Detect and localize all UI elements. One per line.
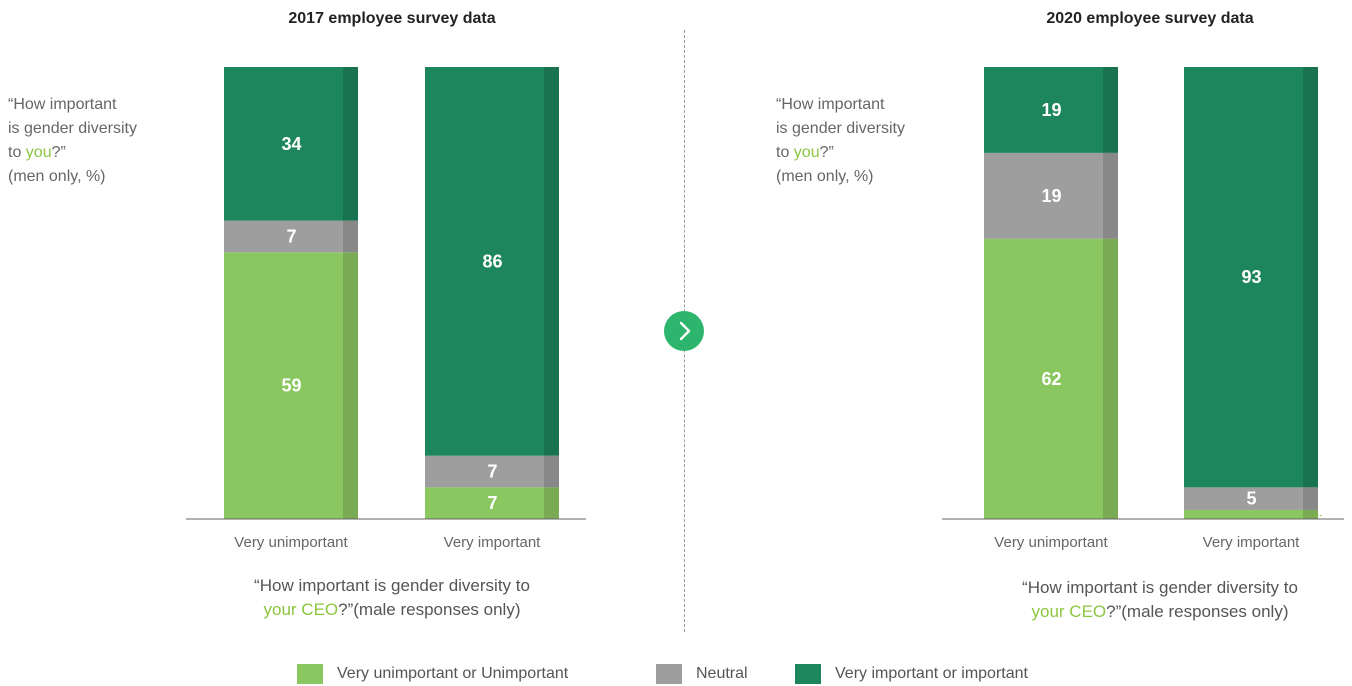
bar-segment	[425, 455, 559, 488]
question-you-2020: “How important is gender diversity to yo…	[776, 93, 905, 189]
legend-label: Very important or important	[835, 665, 1028, 682]
category-label: Very unimportant	[234, 534, 348, 551]
data-label: 19	[1041, 100, 1061, 120]
data-label: 5	[1246, 489, 1256, 509]
legend-label: Very unimportant or Unimportant	[337, 665, 569, 682]
question-unit: (men only, %)	[776, 168, 874, 185]
data-label: 2	[1325, 504, 1335, 524]
bar-segment	[425, 487, 559, 519]
question-line: “How important	[776, 96, 885, 113]
legend-swatch	[656, 664, 682, 684]
data-label: 7	[487, 493, 497, 513]
question-line: is gender diversity	[8, 120, 137, 137]
data-label: 7	[487, 462, 497, 482]
bar-segment	[224, 252, 358, 519]
data-label: 19	[1041, 186, 1061, 206]
chart-title-2017: 2017 employee survey data	[288, 10, 496, 27]
category-label: Very important	[444, 534, 542, 551]
question-line: “How important is gender diversity to	[254, 576, 530, 595]
next-arrow-button[interactable]	[664, 311, 704, 351]
question-line: “How important	[8, 96, 117, 113]
legend-item-important: Very important or important	[795, 664, 1028, 684]
bar-segment	[425, 67, 559, 456]
chart-title-2020: 2020 employee survey data	[1046, 10, 1254, 27]
bar-segment	[984, 238, 1118, 519]
data-label: 59	[281, 376, 301, 396]
data-label: 62	[1041, 369, 1061, 389]
question-line: your CEO?”(male responses only)	[263, 600, 521, 619]
bar-segment	[224, 67, 358, 221]
question-ceo-2017: “How important is gender diversity to yo…	[254, 574, 530, 622]
question-line: to you?”	[8, 144, 66, 161]
question-line: “How important is gender diversity to	[1022, 578, 1298, 597]
bar-segment	[984, 67, 1118, 153]
panel-2020: 2020 employee survey data “How important…	[684, 0, 1352, 640]
question-line: your CEO?”(male responses only)	[1031, 602, 1289, 621]
data-label: 7	[286, 227, 296, 247]
bar-chart-2020: 62 19 19 Very unimportant 2 5 93 Very important	[942, 67, 1344, 551]
question-line: to you?”	[776, 144, 834, 161]
category-label: Very important	[1203, 534, 1301, 551]
question-line: is gender diversity	[776, 120, 905, 137]
legend: Very unimportant or Unimportant Neutral …	[0, 664, 1352, 686]
question-unit: (men only, %)	[8, 168, 106, 185]
question-you-2017: “How important is gender diversity to yo…	[8, 93, 137, 189]
bar-segment	[984, 152, 1118, 239]
legend-swatch	[297, 664, 323, 684]
category-label: Very unimportant	[994, 534, 1108, 551]
panel-2017: 2017 employee survey data “How important…	[0, 0, 684, 640]
chevron-right-icon	[679, 321, 691, 341]
bar-segment	[1184, 67, 1318, 488]
data-label: 93	[1241, 267, 1261, 287]
legend-item-unimportant: Very unimportant or Unimportant	[297, 664, 568, 684]
data-label: 34	[281, 134, 301, 154]
bar-chart-2017: 59 7 34 Very unimportant 7 7 86 Very important	[186, 67, 586, 551]
legend-item-neutral: Neutral	[656, 664, 748, 684]
legend-swatch	[795, 664, 821, 684]
data-label: 86	[482, 251, 502, 271]
bar-segment	[1184, 509, 1318, 519]
question-ceo-2020: “How important is gender diversity to yo…	[1022, 576, 1298, 624]
legend-label: Neutral	[696, 665, 748, 682]
bar-segment	[1184, 487, 1318, 510]
bar-segment	[224, 220, 358, 253]
